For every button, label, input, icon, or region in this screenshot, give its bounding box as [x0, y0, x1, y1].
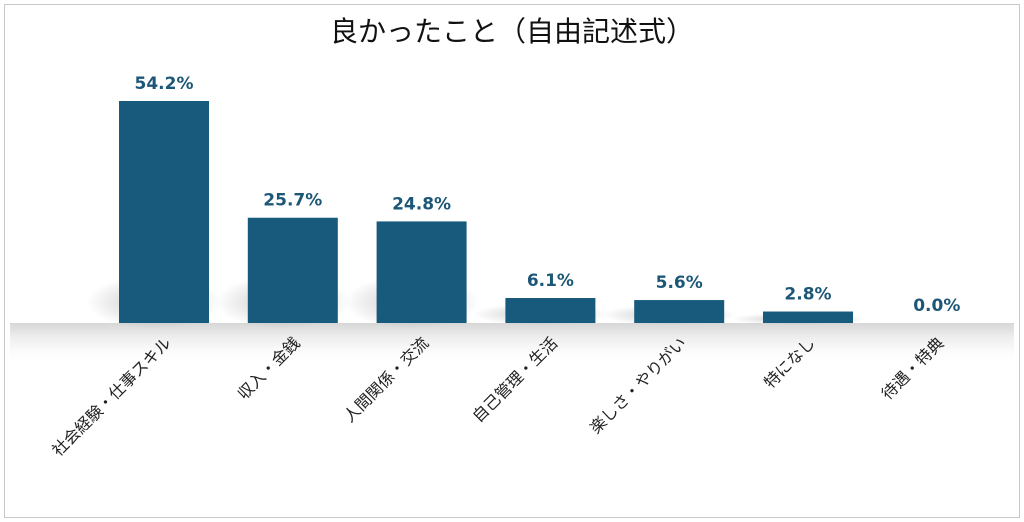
bar: [247, 217, 338, 323]
chart-title: 良かったこと（自由記述式）: [329, 15, 694, 48]
bar: [763, 311, 853, 323]
bar: [376, 221, 467, 323]
bar: [505, 298, 596, 323]
bar: [634, 300, 725, 323]
value-label: 2.8%: [784, 285, 831, 305]
value-label: 6.1%: [527, 271, 574, 291]
value-label: 54.2%: [135, 74, 194, 94]
bars-group: [119, 101, 853, 323]
value-labels-group: 54.2% 25.7% 24.8% 6.1% 5.6% 2.8% 0.0%: [135, 74, 961, 316]
value-label: 0.0%: [913, 296, 960, 316]
floor-shading: [10, 323, 1014, 365]
value-label: 25.7%: [263, 191, 322, 211]
value-label: 24.8%: [392, 194, 451, 214]
value-label: 5.6%: [656, 273, 703, 293]
bar: [119, 101, 209, 323]
